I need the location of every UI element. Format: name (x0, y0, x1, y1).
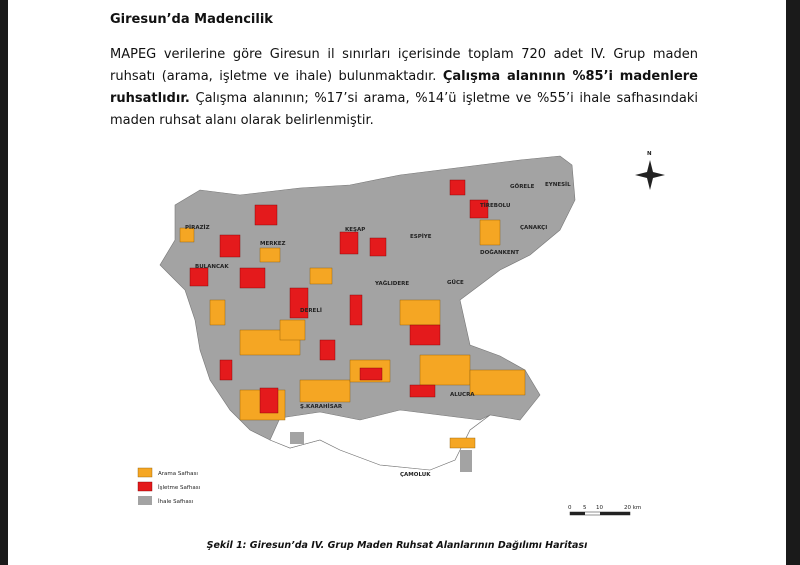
map-label: DOĞANKENT (480, 249, 519, 256)
map-label: DERELİ (300, 307, 322, 314)
map-label: ESPİYE (410, 233, 432, 240)
map-label: ÇAMOLUK (400, 472, 431, 478)
map: GÖRELE EYNESİL TİREBOLU ÇANAKÇI DOĞANKEN… (137, 151, 665, 516)
text: Çalışma alanının; %17’si arama, %14’ü iş… (110, 91, 698, 128)
north-label: N (647, 151, 652, 157)
scale-label: 10 (596, 505, 603, 511)
map-label: ÇANAKÇI (520, 225, 547, 231)
isletme-areas (189, 179, 489, 414)
map-label: BULANCAK (195, 264, 229, 270)
map-label: MERKEZ (260, 241, 285, 247)
legend-label: İşletme Safhası (158, 484, 201, 491)
map-label: PİRAZİZ (185, 224, 210, 231)
legend: Arama Safhası İşletme Safhası İhale Safh… (137, 467, 201, 505)
document: Giresun’da Madencilik MAPEG verilerine g… (8, 0, 786, 565)
map-label: Ş.KARAHİSAR (300, 403, 343, 410)
map-label: KEŞAP (345, 227, 365, 233)
map-label: EYNESİL (545, 181, 571, 188)
map-label: TİREBOLU (480, 202, 510, 209)
map-label: ALUCRA (450, 392, 475, 398)
ihale-area (460, 450, 472, 472)
legend-label: Arama Safhası (158, 471, 198, 477)
paragraph: MAPEG verilerine göre Giresun il sınırla… (110, 44, 698, 132)
map-label: GÜCE (447, 279, 464, 286)
text: MAPEG verilerine göre Giresun il sınırla… (110, 47, 698, 84)
ihale-area (290, 432, 304, 444)
north-arrow: N (635, 151, 665, 190)
map-labels: GÖRELE EYNESİL TİREBOLU ÇANAKÇI DOĞANKEN… (185, 181, 571, 478)
map-label: GÖRELE (510, 183, 535, 190)
scale-label: 0 (568, 505, 572, 511)
scale-label: 20 km (624, 505, 641, 511)
bold-text: Çalışma alanının %85’i madenlere ruhsatl… (110, 69, 698, 106)
scale-label: 5 (583, 505, 587, 511)
scale-bar: 0 5 10 20 km (568, 505, 641, 516)
section-title: Giresun’da Madencilik (110, 12, 273, 27)
figure-caption: Şekil 1: Giresun’da IV. Grup Maden Ruhsa… (206, 540, 588, 551)
legend-label: İhale Safhası (158, 498, 194, 505)
map-label: YAĞLIDERE (374, 280, 409, 287)
